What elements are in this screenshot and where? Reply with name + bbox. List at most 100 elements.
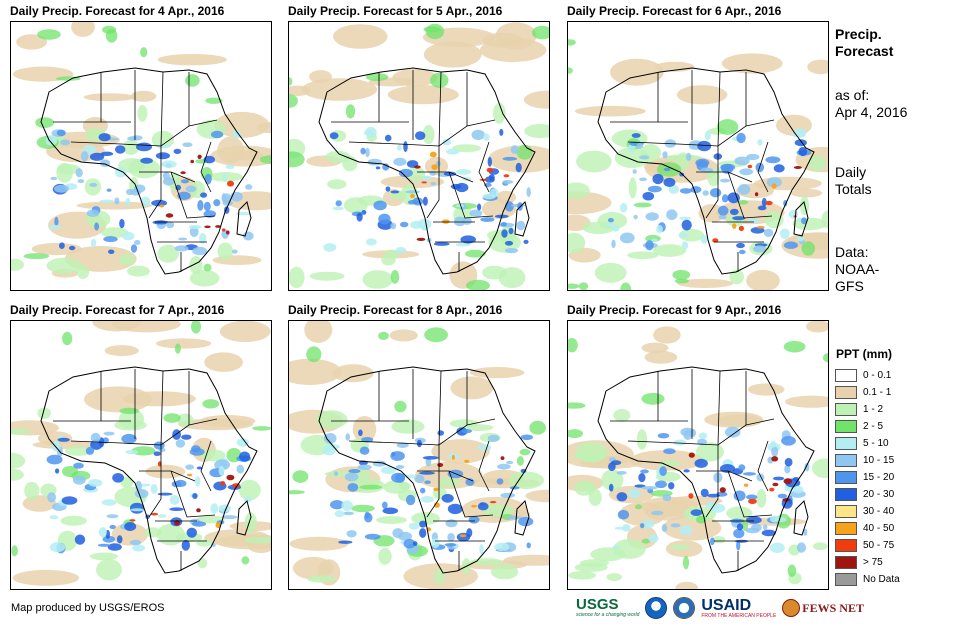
precip-cell [390, 451, 405, 461]
legend: 0 - 0.1 0.1 - 1 1 - 2 2 - 5 5 - 10 10 - 15 15 … [835, 367, 900, 588]
precip-cell [470, 558, 503, 566]
panel-title: Daily Precip. Forecast for 8 Apr., 2016 [288, 303, 503, 317]
precip-cell [11, 452, 26, 469]
precip-cell [712, 238, 719, 243]
usgs-logo-text: USGS [576, 596, 619, 613]
precip-cell [419, 471, 435, 475]
precip-cell [635, 504, 642, 510]
precip-cell [652, 173, 664, 185]
precip-cell [761, 529, 776, 537]
precip-cell [576, 150, 612, 173]
precip-cell [733, 528, 745, 539]
precip-cell [165, 213, 174, 218]
usaid-logo-text: USAID [701, 596, 752, 614]
precip-cell [673, 439, 687, 446]
precip-cell [695, 442, 724, 462]
precip-cell [156, 144, 171, 148]
precip-cell [787, 564, 797, 577]
precip-cell [471, 129, 485, 140]
map-canvas [568, 321, 828, 589]
precip-cell [468, 516, 480, 524]
precip-cell [333, 24, 388, 49]
precip-cell [619, 232, 635, 244]
precip-cell [765, 156, 781, 164]
precip-cell [720, 163, 736, 172]
legend-swatch [835, 522, 857, 535]
precip-field [568, 39, 828, 290]
usgs-logo: USGS science for a changing world [576, 596, 639, 618]
precip-cell [496, 478, 504, 485]
precip-cell [707, 493, 720, 498]
precip-cell [408, 522, 420, 530]
precip-cell [578, 282, 589, 290]
precip-cell [685, 152, 692, 161]
precip-cell [161, 160, 177, 168]
precip-cell [102, 535, 116, 543]
precip-cell [761, 197, 767, 207]
side-data-source: Data: NOAA- GFS [835, 244, 879, 295]
precip-cell [239, 451, 251, 462]
precip-cell [610, 58, 664, 86]
legend-swatch [835, 420, 857, 433]
precip-cell [217, 242, 234, 261]
precip-cell [425, 23, 445, 40]
precip-cell [174, 245, 189, 252]
precip-cell [403, 141, 408, 153]
precip-cell [616, 492, 628, 502]
precip-cell [385, 186, 391, 192]
precip-cell [162, 171, 170, 181]
country-border [426, 445, 440, 518]
precip-cell [769, 542, 785, 553]
precip-cell [743, 472, 756, 476]
precip-cell [343, 197, 368, 214]
precip-cell [801, 217, 807, 225]
precip-cell [782, 498, 790, 502]
precip-cell [405, 494, 416, 506]
precip-cell [203, 201, 211, 212]
precip-cell [500, 456, 505, 460]
precip-cell [333, 471, 339, 476]
precip-cell [222, 173, 227, 182]
precip-cell [801, 241, 815, 256]
data-line3: GFS [835, 278, 864, 294]
precip-cell [766, 177, 782, 188]
precip-cell [430, 72, 449, 88]
precip-cell [639, 177, 647, 182]
precip-cell [37, 407, 51, 419]
panel-title: Daily Precip. Forecast for 4 Apr., 2016 [10, 4, 225, 18]
precip-cell [721, 194, 729, 203]
precip-cell [125, 197, 131, 207]
precip-cell [231, 249, 238, 254]
precip-cell [400, 221, 409, 228]
precip-cell [115, 145, 126, 154]
precip-cell [347, 483, 359, 492]
precip-cell [356, 212, 363, 222]
precip-cell [531, 25, 549, 40]
precip-cell [123, 139, 140, 155]
precip-cell [502, 156, 518, 161]
precip-cell [493, 102, 506, 124]
precip-cell [732, 223, 737, 229]
precip-cell [756, 225, 765, 229]
precip-cell [641, 486, 658, 490]
precip-cell [680, 427, 695, 437]
precip-cell [129, 502, 145, 514]
precip-cell [495, 22, 537, 50]
precip-cell [756, 489, 767, 508]
precip-cell [157, 244, 180, 263]
precip-cell [73, 462, 84, 469]
precip-cell [398, 168, 413, 178]
precip-cell [403, 538, 416, 549]
precip-cell [220, 481, 226, 486]
precip-cell [205, 97, 223, 104]
precip-cell [764, 211, 784, 229]
legend-item: 10 - 15 [835, 452, 900, 469]
precip-cell [100, 151, 114, 156]
precip-cell [479, 544, 484, 555]
precip-cell [59, 242, 65, 249]
precip-cell [382, 163, 390, 171]
precip-cell [143, 527, 162, 538]
precip-cell [71, 22, 95, 37]
precip-cell [753, 245, 767, 253]
precip-cell [516, 144, 533, 160]
